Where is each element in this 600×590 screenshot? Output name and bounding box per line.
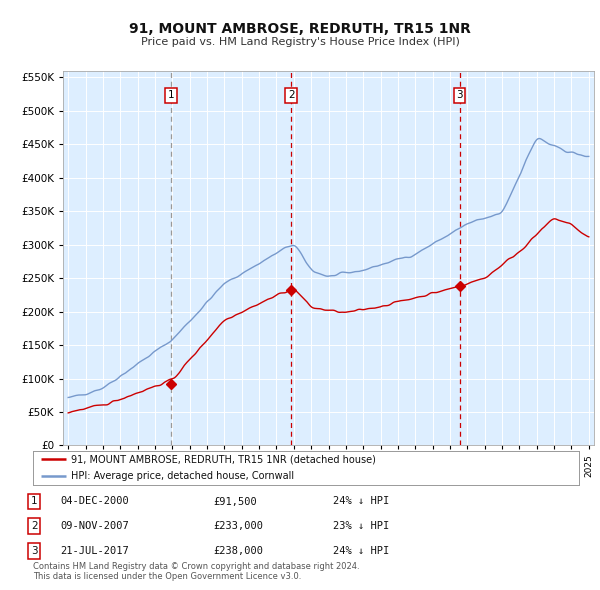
Text: HPI: Average price, detached house, Cornwall: HPI: Average price, detached house, Corn… xyxy=(71,471,295,481)
Text: 1: 1 xyxy=(31,497,38,506)
Text: 21-JUL-2017: 21-JUL-2017 xyxy=(60,546,129,556)
Text: £238,000: £238,000 xyxy=(213,546,263,556)
Text: 2: 2 xyxy=(288,90,295,100)
Text: £91,500: £91,500 xyxy=(213,497,257,506)
Text: £233,000: £233,000 xyxy=(213,522,263,531)
Text: 09-NOV-2007: 09-NOV-2007 xyxy=(60,522,129,531)
Text: 23% ↓ HPI: 23% ↓ HPI xyxy=(333,522,389,531)
Text: Price paid vs. HM Land Registry's House Price Index (HPI): Price paid vs. HM Land Registry's House … xyxy=(140,37,460,47)
Text: 24% ↓ HPI: 24% ↓ HPI xyxy=(333,546,389,556)
Text: 2: 2 xyxy=(31,522,38,531)
Text: 3: 3 xyxy=(456,90,463,100)
Text: 1: 1 xyxy=(167,90,174,100)
Text: Contains HM Land Registry data © Crown copyright and database right 2024.: Contains HM Land Registry data © Crown c… xyxy=(33,562,359,571)
Text: 91, MOUNT AMBROSE, REDRUTH, TR15 1NR (detached house): 91, MOUNT AMBROSE, REDRUTH, TR15 1NR (de… xyxy=(71,454,376,464)
Text: 24% ↓ HPI: 24% ↓ HPI xyxy=(333,497,389,506)
Text: 3: 3 xyxy=(31,546,38,556)
Text: 04-DEC-2000: 04-DEC-2000 xyxy=(60,497,129,506)
Text: This data is licensed under the Open Government Licence v3.0.: This data is licensed under the Open Gov… xyxy=(33,572,301,581)
Text: 91, MOUNT AMBROSE, REDRUTH, TR15 1NR: 91, MOUNT AMBROSE, REDRUTH, TR15 1NR xyxy=(129,22,471,37)
